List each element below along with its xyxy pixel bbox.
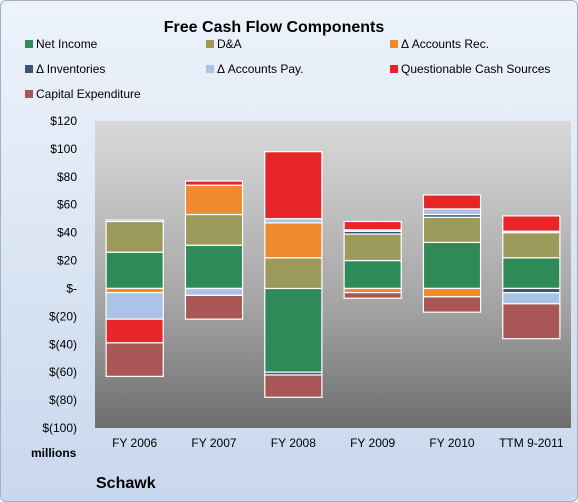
company-name: Schawk — [96, 475, 156, 492]
bar-capital-expenditure-ttm-9-2011 — [502, 303, 561, 340]
plot-area — [95, 121, 571, 428]
bar-net-income-fy-2008 — [264, 287, 323, 373]
x-axis: FY 2006 FY 2007 FY 2008 FY 2009 FY 2010 TTM 9… — [112, 436, 564, 450]
y-tick-label: $80 — [57, 170, 77, 184]
bar-questionable-cash-sources-fy-2006 — [105, 318, 164, 344]
legend-label-d-a: D&A — [217, 37, 242, 51]
bar-accounts-rec-fy-2008 — [264, 222, 323, 259]
bars — [105, 151, 561, 398]
bar-inventories-fy-2006 — [105, 219, 164, 223]
bar-d-a-fy-2007 — [184, 213, 244, 246]
y-tick-label: $(20) — [49, 309, 77, 323]
bar-questionable-cash-sources-fy-2010 — [422, 194, 482, 210]
bar-accounts-rec-fy-2009 — [343, 287, 402, 294]
legend-swatch-net-income — [25, 40, 33, 48]
y-tick-label: $(40) — [49, 337, 77, 351]
bar-accounts-pay-fy-2010 — [422, 208, 482, 216]
legend-swatch-capital-expenditure — [25, 90, 33, 98]
bar-capital-expenditure-fy-2008 — [264, 374, 323, 398]
bar-capital-expenditure-fy-2007 — [184, 294, 244, 320]
bar-accounts-rec-fy-2007 — [184, 184, 244, 216]
y-tick-label: $- — [66, 281, 77, 295]
y-tick-label: $20 — [57, 254, 77, 268]
y-tick-label: $60 — [57, 198, 77, 212]
x-tick-label: FY 2009 — [350, 436, 395, 450]
x-tick-label: TTM 9-2011 — [499, 436, 564, 450]
bar-accounts-pay-fy-2008 — [264, 218, 323, 224]
legend-swatch-accounts-rec — [390, 40, 398, 48]
y-tick-label: $(60) — [49, 365, 77, 379]
bar-d-a-fy-2006 — [105, 220, 164, 253]
legend-swatch-accounts-pay — [206, 65, 214, 73]
bar-questionable-cash-sources-fy-2009 — [343, 220, 402, 231]
legend-swatch-d-a — [206, 40, 214, 48]
bar-capital-expenditure-fy-2010 — [422, 296, 482, 313]
bar-d-a-fy-2009 — [343, 233, 402, 262]
bar-inventories-ttm-9-2011 — [502, 287, 561, 294]
bar-accounts-pay-ttm-9-2011 — [502, 292, 561, 305]
chart-title: Free Cash Flow Components — [164, 19, 385, 36]
bar-d-a-fy-2008 — [264, 257, 323, 290]
legend-label-questionable-cash-sources: Questionable Cash Sources — [401, 62, 550, 76]
y-tick-label: $(100) — [42, 421, 77, 435]
y-tick-label: $120 — [50, 114, 77, 128]
legend-label-accounts-rec: Δ Accounts Rec. — [401, 37, 489, 51]
bar-questionable-cash-sources-fy-2007 — [184, 180, 244, 186]
legend-label-accounts-pay: Δ Accounts Pay. — [217, 62, 304, 76]
bar-net-income-fy-2010 — [422, 241, 482, 290]
bar-net-income-fy-2006 — [105, 251, 164, 290]
x-tick-label: FY 2010 — [429, 436, 474, 450]
x-tick-label: FY 2007 — [191, 436, 236, 450]
y-tick-label: $40 — [57, 226, 77, 240]
legend-swatch-inventories — [25, 65, 33, 73]
x-tick-label: FY 2008 — [271, 436, 316, 450]
legend-swatch-questionable-cash-sources — [390, 65, 398, 73]
legend-label-net-income: Net Income — [36, 37, 98, 51]
y-tick-label: $(80) — [49, 393, 77, 407]
chart-legend: Net Income D&A Δ Accounts Rec. Δ Inventorie… — [25, 37, 550, 101]
bar-accounts-pay-fy-2007 — [184, 287, 244, 297]
bar-capital-expenditure-fy-2006 — [105, 342, 164, 377]
bar-net-income-fy-2009 — [343, 259, 402, 290]
bar-accounts-pay-fy-2006 — [105, 292, 164, 320]
x-tick-label: FY 2006 — [112, 436, 157, 450]
bar-capital-expenditure-fy-2009 — [343, 292, 402, 299]
units-label: millions — [31, 446, 77, 460]
legend-label-inventories: Δ Inventories — [36, 62, 105, 76]
bar-accounts-rec-fy-2006 — [105, 287, 164, 294]
legend-label-capital-expenditure: Capital Expenditure — [36, 87, 141, 101]
bar-net-income-ttm-9-2011 — [502, 257, 561, 290]
y-tick-label: $100 — [50, 142, 77, 156]
bar-accounts-rec-fy-2010 — [422, 287, 482, 298]
bar-d-a-ttm-9-2011 — [502, 232, 561, 259]
bar-questionable-cash-sources-ttm-9-2011 — [502, 215, 561, 232]
bar-d-a-fy-2010 — [422, 216, 482, 244]
bar-net-income-fy-2007 — [184, 244, 244, 290]
bar-questionable-cash-sources-fy-2008 — [264, 151, 323, 220]
y-axis: $120 $100 $80 $60 $40 $20 $- $(20) $(40) $(60) $(8… — [42, 114, 77, 435]
